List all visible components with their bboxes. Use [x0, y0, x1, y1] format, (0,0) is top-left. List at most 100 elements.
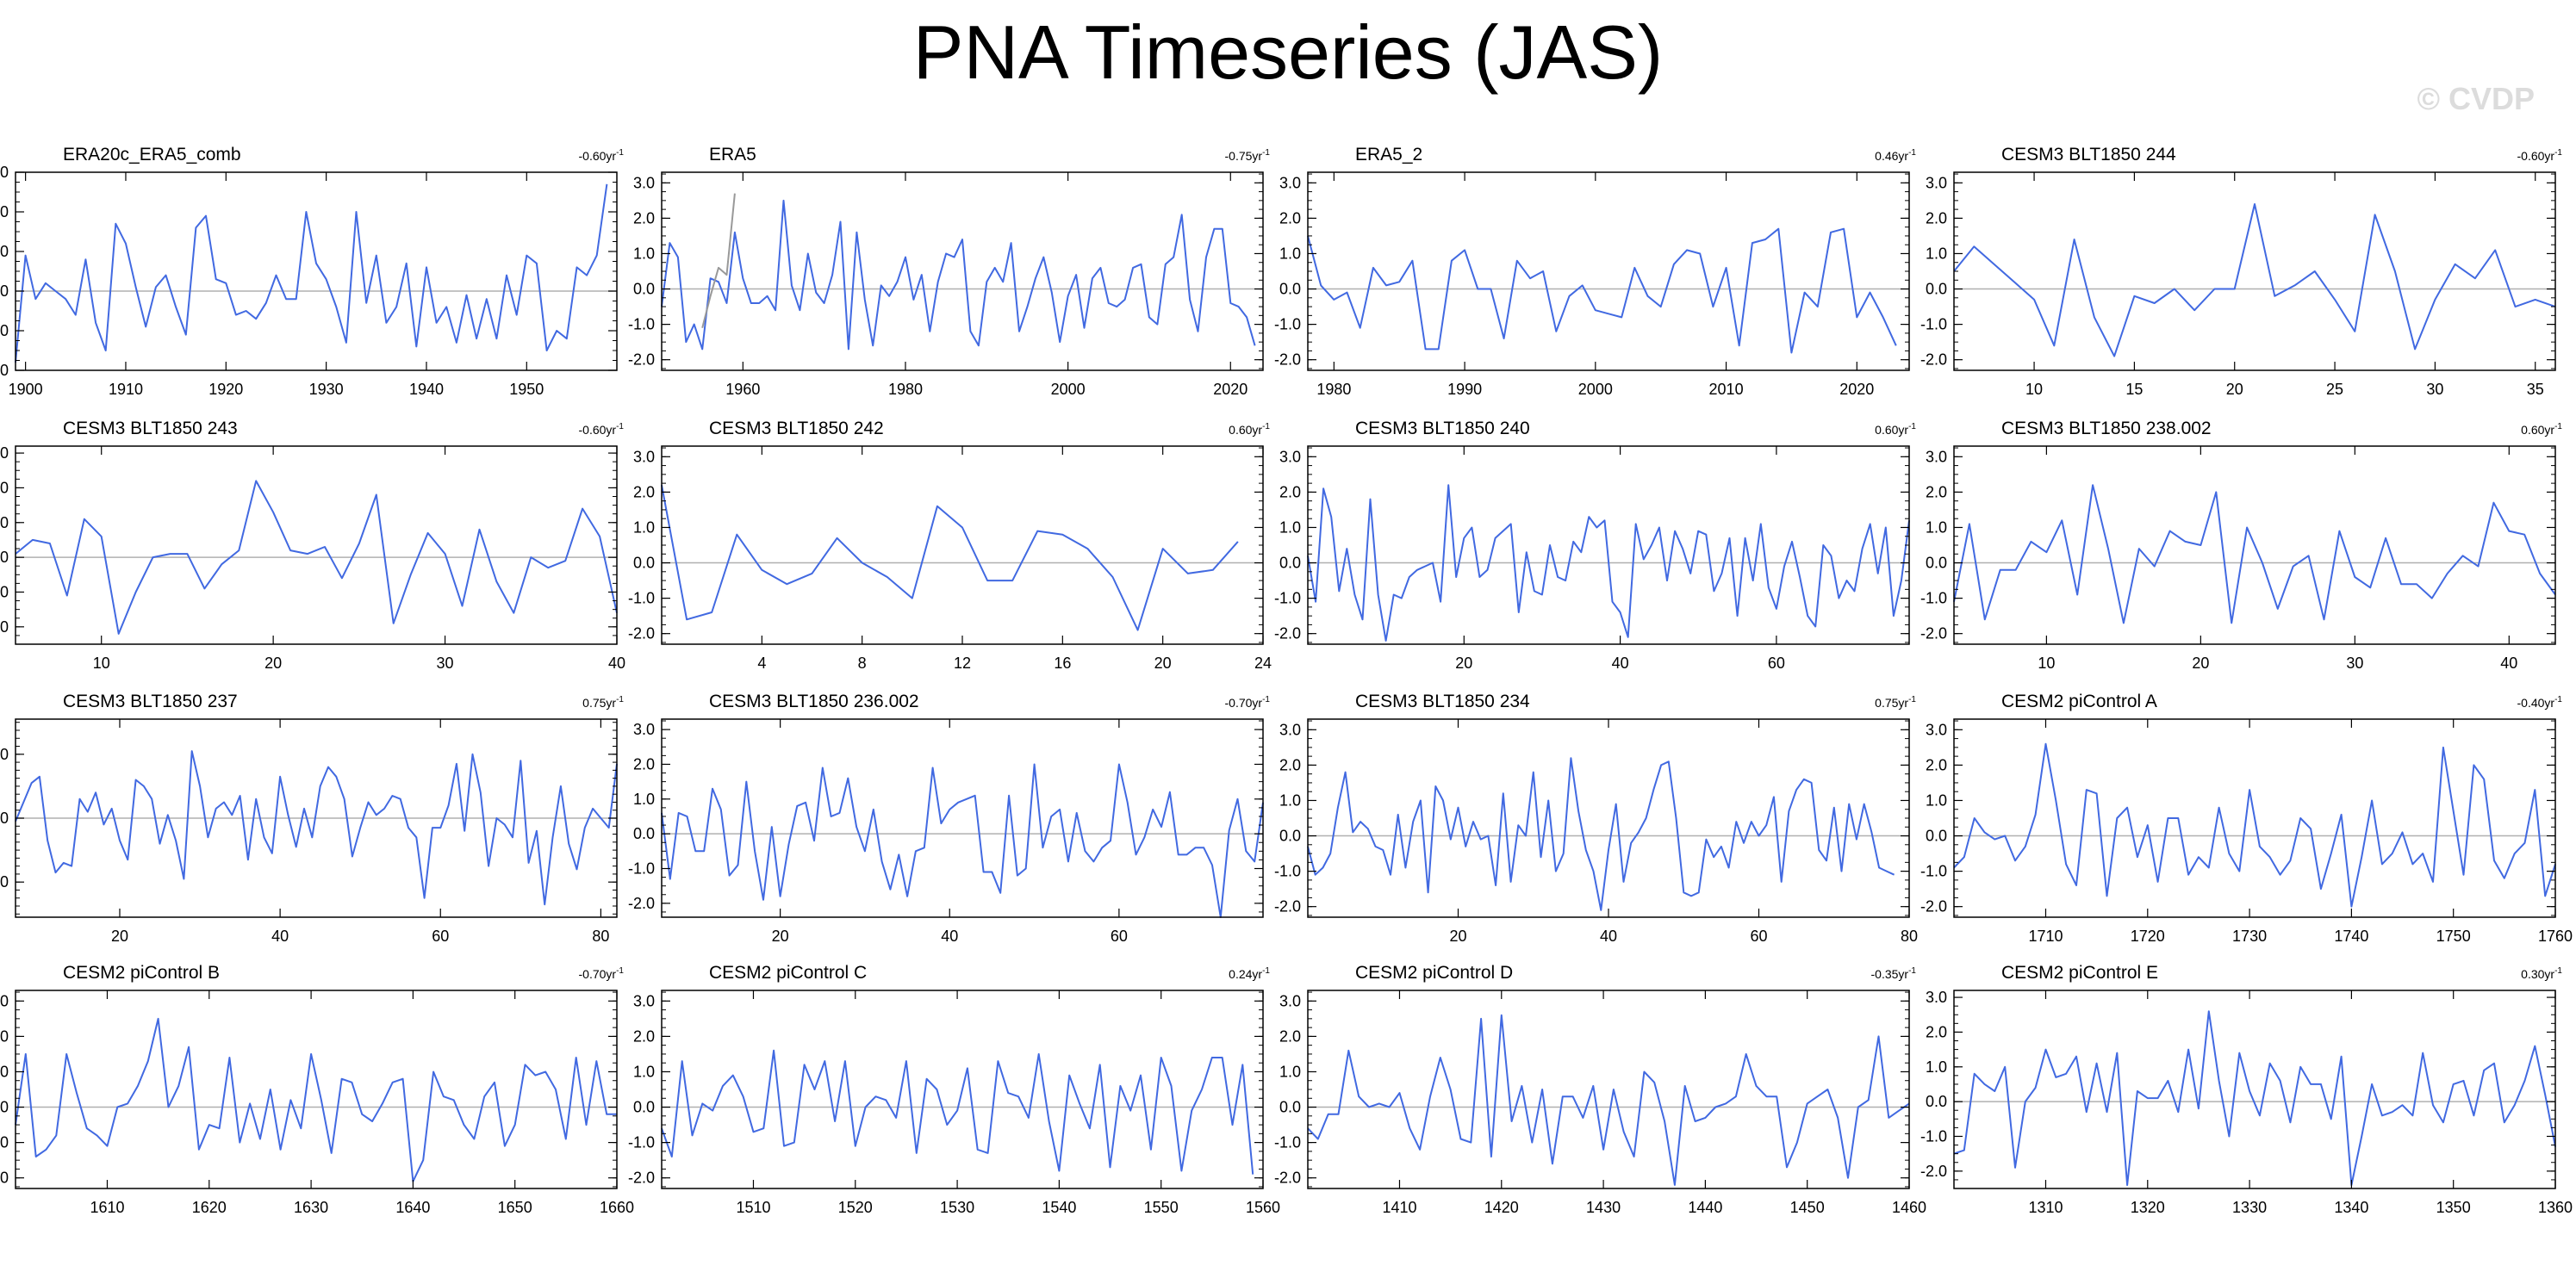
- plot-frame: [661, 718, 1264, 918]
- y-tick-label: 0.0: [633, 1099, 655, 1116]
- overlay-series-line: [701, 193, 736, 328]
- y-tick-label: 0.0: [1279, 828, 1301, 845]
- x-tick-label: 35: [2527, 381, 2544, 398]
- plot-frame: [1307, 445, 1910, 645]
- y-tick-label: -1.0: [628, 860, 655, 878]
- x-tick-label: 1920: [208, 381, 243, 398]
- y-tick-label: 0.0: [1926, 281, 1947, 298]
- y-tick-label: 2.0: [1279, 483, 1301, 500]
- y-tick-label: -1.0: [0, 322, 9, 339]
- x-tick-label: 20: [1449, 928, 1466, 945]
- y-tick-label: -2.0: [1274, 1170, 1301, 1187]
- x-tick-label: 20: [772, 928, 789, 945]
- panel-title: CESM3 BLT1850 240: [1355, 419, 1530, 438]
- y-tick-label: 1.0: [0, 243, 9, 260]
- pna-series-line: [661, 1049, 1254, 1175]
- x-tick-label: 40: [1600, 928, 1617, 945]
- panel-title: ERA5: [709, 145, 756, 164]
- x-tick-label: 80: [592, 928, 609, 945]
- chart-panel: CESM3 BLT1850 244 -0.60yr-1 3.0 2.0 1.0 0.0 -1…: [1920, 145, 2562, 398]
- x-tick-label: 24: [1254, 655, 1272, 672]
- pna-series-line: [1953, 1010, 2556, 1186]
- panel-title: CESM3 BLT1850 238.002: [2001, 419, 2212, 438]
- x-tick-label: 60: [432, 928, 449, 945]
- trend-label: -0.40yr-1: [2517, 695, 2563, 710]
- y-tick-label: 3.0: [1279, 174, 1301, 191]
- y-tick-label: 2.0: [1926, 756, 1947, 773]
- x-tick-label: 80: [1901, 928, 1918, 945]
- y-tick-label: -2.0: [1274, 898, 1301, 915]
- pna-series-line: [661, 763, 1264, 918]
- x-tick-label: 1980: [1316, 381, 1351, 398]
- x-tick-label: 40: [2500, 655, 2517, 672]
- y-tick-label: 3.0: [633, 448, 655, 465]
- panel-title: CESM2 piControl E: [2001, 963, 2158, 983]
- y-tick-label: 1.0: [1926, 518, 1947, 536]
- y-tick-label: 2.0: [0, 479, 9, 496]
- x-tick-label: 1560: [1246, 1199, 1280, 1216]
- x-tick-label: 20: [1154, 655, 1172, 672]
- x-tick-label: 1750: [2436, 928, 2471, 945]
- trend-label: 0.60yr-1: [1229, 422, 1270, 437]
- x-tick-label: 60: [1111, 928, 1128, 945]
- x-tick-label: 1900: [9, 381, 43, 398]
- y-tick-label: -1.0: [628, 590, 655, 607]
- y-tick-label: 3.0: [1926, 721, 1947, 738]
- y-tick-label: 0.0: [0, 1099, 9, 1116]
- chart-panel: CESM3 BLT1850 242 0.60yr-1 3.0 2.0 1.0 0.0 -1.…: [628, 419, 1272, 672]
- x-tick-label: 1530: [940, 1199, 974, 1216]
- x-tick-label: 15: [2125, 381, 2143, 398]
- y-tick-label: 1.0: [1926, 791, 1947, 809]
- panel-title: CESM2 piControl C: [709, 963, 867, 983]
- panel-title: ERA5_2: [1355, 145, 1422, 164]
- plot-frame: [1307, 171, 1910, 371]
- x-tick-label: 1640: [395, 1199, 430, 1216]
- x-tick-label: 1710: [2028, 928, 2063, 945]
- panel-title: CESM3 BLT1850 242: [709, 419, 884, 438]
- x-tick-label: 1980: [888, 381, 923, 398]
- y-tick-label: -2.0: [0, 1170, 9, 1187]
- x-tick-label: 40: [271, 928, 289, 945]
- x-tick-label: 1990: [1447, 381, 1482, 398]
- y-tick-label: 2.0: [0, 746, 9, 763]
- y-tick-label: 1.0: [0, 514, 9, 531]
- x-tick-label: 20: [111, 928, 128, 945]
- y-tick-label: 0.0: [1926, 828, 1947, 845]
- y-tick-label: 0.0: [1279, 281, 1301, 298]
- chart-panel: ERA5 -0.75yr-1 3.0 2.0 1.0 0.0 -1.0 -2.0 1960 198…: [628, 145, 1270, 398]
- chart-panel: ERA5_2 0.46yr-1 3.0 2.0 1.0 0.0 -1.0 -2.0 1980 19…: [1274, 145, 1916, 398]
- chart-panel: CESM2 piControl A -0.40yr-1 3.0 2.0 1.0 0.0 -1…: [1920, 692, 2573, 945]
- x-tick-label: 1510: [736, 1199, 770, 1216]
- page-title: PNA Timeseries (JAS): [912, 9, 1664, 95]
- chart-panel: CESM3 BLT1850 237 0.75yr-1 2.0 0.0 -2.0 20 40 6…: [0, 692, 624, 945]
- x-tick-label: 20: [2192, 655, 2209, 672]
- x-tick-label: 12: [954, 655, 971, 672]
- pna-series-line: [1307, 484, 1910, 642]
- panel-title: CESM3 BLT1850 237: [63, 692, 238, 711]
- x-tick-label: 16: [1054, 655, 1071, 672]
- y-tick-label: 2.0: [1926, 209, 1947, 227]
- x-tick-label: 30: [437, 655, 454, 672]
- pna-series-line: [661, 485, 1239, 631]
- chart-panel: CESM3 BLT1850 234 0.75yr-1 3.0 2.0 1.0 0.0 -1.…: [1274, 692, 1918, 945]
- x-tick-label: 1630: [294, 1199, 328, 1216]
- x-tick-label: 1320: [2131, 1199, 2165, 1216]
- x-tick-label: 1930: [309, 381, 344, 398]
- pna-series-line: [661, 199, 1256, 351]
- y-tick-label: 3.0: [1279, 721, 1301, 738]
- y-tick-label: 0.0: [633, 281, 655, 298]
- x-tick-label: 10: [2025, 381, 2043, 398]
- x-tick-label: 1410: [1382, 1199, 1416, 1216]
- y-tick-label: -1.0: [1274, 863, 1301, 880]
- trend-label: -0.75yr-1: [1225, 148, 1271, 163]
- x-tick-label: 10: [2038, 655, 2055, 672]
- y-tick-label: -1.0: [0, 583, 9, 600]
- trend-label: 0.60yr-1: [1875, 422, 1916, 437]
- y-tick-label: 3.0: [1926, 989, 1947, 1006]
- y-tick-label: -2.0: [0, 873, 9, 891]
- pna-series-line: [15, 1017, 617, 1182]
- y-tick-label: -1.0: [1274, 1134, 1301, 1151]
- x-tick-label: 60: [1750, 928, 1767, 945]
- y-tick-label: 0.0: [1926, 555, 1947, 572]
